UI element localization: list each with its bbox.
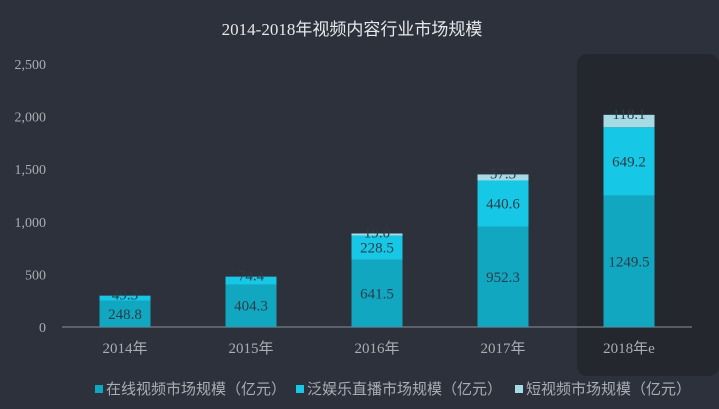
legend-label: 短视频市场规模（亿元）: [526, 381, 691, 398]
x-axis: 2014年 2015年 2016年 2017年 2018年e: [102, 340, 655, 357]
bar-segment: [603, 127, 655, 196]
legend-label: 在线视频市场规模（亿元）: [106, 381, 286, 398]
y-tick-label: 2,000: [15, 111, 47, 126]
data-label: 49.3: [112, 288, 138, 304]
y-tick-label: 1,000: [15, 216, 47, 231]
bars: 248.8 49.3 404.3 74.4 641.5 228.519.0 952.3 440…: [99, 107, 655, 327]
y-tick-label: 0: [39, 321, 46, 336]
bar-segment: [225, 284, 277, 327]
y-tick-label: 500: [25, 268, 46, 283]
bar-segment: [225, 276, 277, 285]
bar-segment: [351, 259, 403, 327]
bar-segment: [351, 233, 403, 236]
y-tick-label: 2,500: [15, 58, 47, 73]
legend: 在线视频市场规模（亿元） 泛娱乐直播市场规模（亿元） 短视频市场规模（亿元）: [95, 381, 691, 398]
bar-segment: [603, 195, 655, 327]
data-label: 248.8: [108, 307, 142, 323]
data-label: 57.3: [490, 166, 516, 182]
legend-swatch: [515, 385, 523, 393]
bar-segment: [351, 235, 403, 260]
x-tick-label: 2017年: [480, 340, 525, 357]
bar-segment: [99, 300, 151, 327]
x-tick-label: 2014年: [102, 340, 147, 357]
legend-label: 泛娱乐直播市场规模（亿元）: [307, 381, 502, 398]
legend-swatch: [296, 385, 304, 393]
legend-swatch: [95, 385, 103, 393]
bar-segment: [477, 180, 529, 227]
bar-segment: [603, 114, 655, 128]
data-label: 952.3: [486, 270, 520, 286]
data-label: 74.4: [238, 269, 265, 285]
data-label: 118.1: [612, 107, 645, 123]
bar-segment: [477, 226, 529, 327]
y-tick-label: 1,500: [15, 163, 47, 178]
data-label: 228.5: [360, 240, 394, 256]
bar-segment: [477, 174, 529, 181]
data-label: 440.6: [486, 197, 520, 213]
x-tick-label: 2016年: [354, 340, 399, 357]
y-axis: 0 500 1,000 1,500 2,000 2,500: [15, 58, 47, 336]
chart-title: 2014-2018年视频内容行业市场规模: [222, 20, 483, 39]
x-tick-label: 2018年e: [603, 340, 655, 357]
data-label: 19.0: [364, 225, 390, 241]
data-label: 649.2: [612, 154, 646, 170]
bar-segment: [99, 295, 151, 301]
data-label: 1249.5: [608, 254, 649, 270]
x-tick-label: 2015年: [228, 340, 273, 357]
data-label: 641.5: [360, 286, 394, 302]
data-label: 404.3: [234, 299, 268, 315]
